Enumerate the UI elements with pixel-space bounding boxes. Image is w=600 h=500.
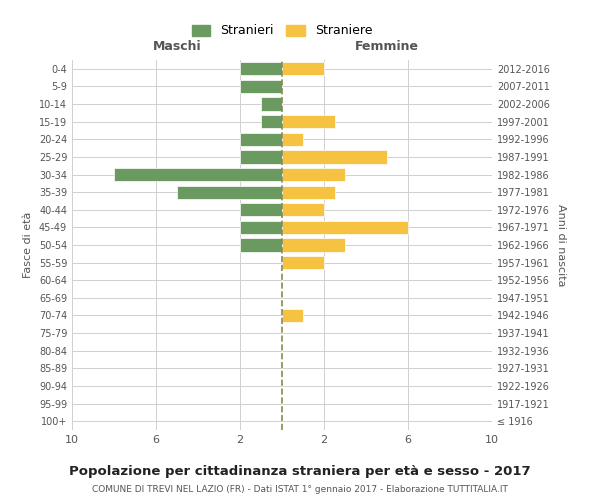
Bar (282, 238, 345, 252)
Bar (282, 150, 387, 164)
Bar (282, 186, 335, 198)
Text: Femmine: Femmine (355, 40, 419, 53)
Bar (240, 62, 282, 76)
Bar (282, 203, 324, 216)
Bar (282, 168, 345, 181)
Bar (282, 221, 408, 234)
Bar (240, 80, 282, 93)
Bar (240, 132, 282, 146)
Bar (261, 115, 282, 128)
Bar (177, 186, 282, 198)
Bar (282, 309, 303, 322)
Bar (240, 203, 282, 216)
Bar (282, 132, 303, 146)
Legend: Stranieri, Straniere: Stranieri, Straniere (185, 18, 379, 44)
Y-axis label: Anni di nascita: Anni di nascita (556, 204, 566, 286)
Bar (240, 150, 282, 164)
Text: Popolazione per cittadinanza straniera per età e sesso - 2017: Popolazione per cittadinanza straniera p… (69, 465, 531, 478)
Bar (282, 115, 335, 128)
Bar (282, 62, 324, 76)
Bar (282, 256, 324, 269)
Text: COMUNE DI TREVI NEL LAZIO (FR) - Dati ISTAT 1° gennaio 2017 - Elaborazione TUTTI: COMUNE DI TREVI NEL LAZIO (FR) - Dati IS… (92, 485, 508, 494)
Y-axis label: Fasce di età: Fasce di età (23, 212, 33, 278)
Bar (114, 168, 282, 181)
Bar (261, 98, 282, 110)
Bar (240, 238, 282, 252)
Bar (240, 221, 282, 234)
Text: Maschi: Maschi (152, 40, 202, 53)
